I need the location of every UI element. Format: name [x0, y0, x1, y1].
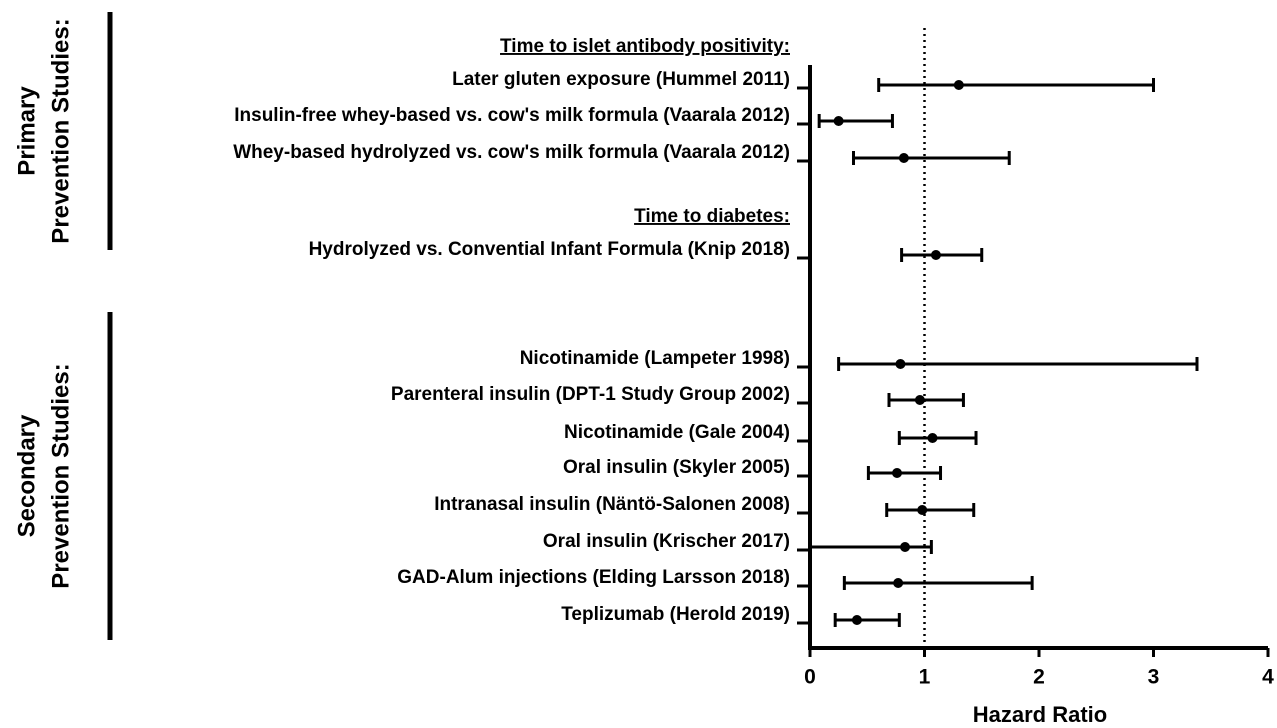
- row-label: Parenteral insulin (DPT-1 Study Group 20…: [391, 384, 790, 405]
- section-label-line: Prevention Studies:: [47, 363, 74, 588]
- section-label-line: Prevention Studies:: [47, 18, 74, 243]
- row-label: Hydrolyzed vs. Convential Infant Formula…: [309, 239, 790, 260]
- row-label: Nicotinamide (Lampeter 1998): [520, 348, 790, 369]
- point-estimate: [953, 80, 964, 90]
- section-label-line: Primary: [13, 86, 40, 176]
- subheader: Time to islet antibody positivity:: [500, 36, 790, 57]
- row-label: Later gluten exposure (Hummel 2011): [452, 69, 790, 90]
- point-estimate: [930, 250, 941, 260]
- x-tick-label: 4: [1262, 666, 1274, 689]
- row-label: GAD-Alum injections (Elding Larsson 2018…: [397, 567, 790, 588]
- row-label: Insulin-free whey-based vs. cow's milk f…: [234, 105, 790, 126]
- point-estimate: [917, 505, 928, 515]
- x-tick-label: 0: [804, 666, 816, 689]
- point-estimate: [892, 468, 903, 478]
- row-label: Oral insulin (Skyler 2005): [563, 457, 790, 478]
- x-tick-label: 2: [1033, 666, 1045, 689]
- point-estimate: [898, 153, 909, 163]
- point-estimate: [833, 116, 844, 126]
- point-estimate: [927, 433, 938, 443]
- section-label: Secondary Prevention Studies:: [13, 363, 74, 588]
- section-label: Primary Prevention Studies:: [13, 18, 74, 243]
- row-label: Intranasal insulin (Näntö-Salonen 2008): [434, 494, 790, 515]
- point-estimate: [895, 359, 906, 369]
- x-tick-label: 3: [1148, 666, 1160, 689]
- point-estimate: [893, 578, 904, 588]
- x-tick-label: 1: [919, 666, 931, 689]
- row-label: Nicotinamide (Gale 2004): [564, 422, 790, 443]
- subheader: Time to diabetes:: [634, 206, 790, 227]
- x-axis-label: Hazard Ratio: [973, 702, 1107, 727]
- row-label: Oral insulin (Krischer 2017): [543, 531, 790, 552]
- point-estimate: [914, 395, 925, 405]
- point-estimate: [900, 542, 911, 552]
- point-estimate: [851, 615, 862, 625]
- row-label: Whey-based hydrolyzed vs. cow's milk for…: [233, 142, 790, 163]
- row-label: Teplizumab (Herold 2019): [561, 604, 790, 625]
- section-label-line: Secondary: [13, 414, 40, 537]
